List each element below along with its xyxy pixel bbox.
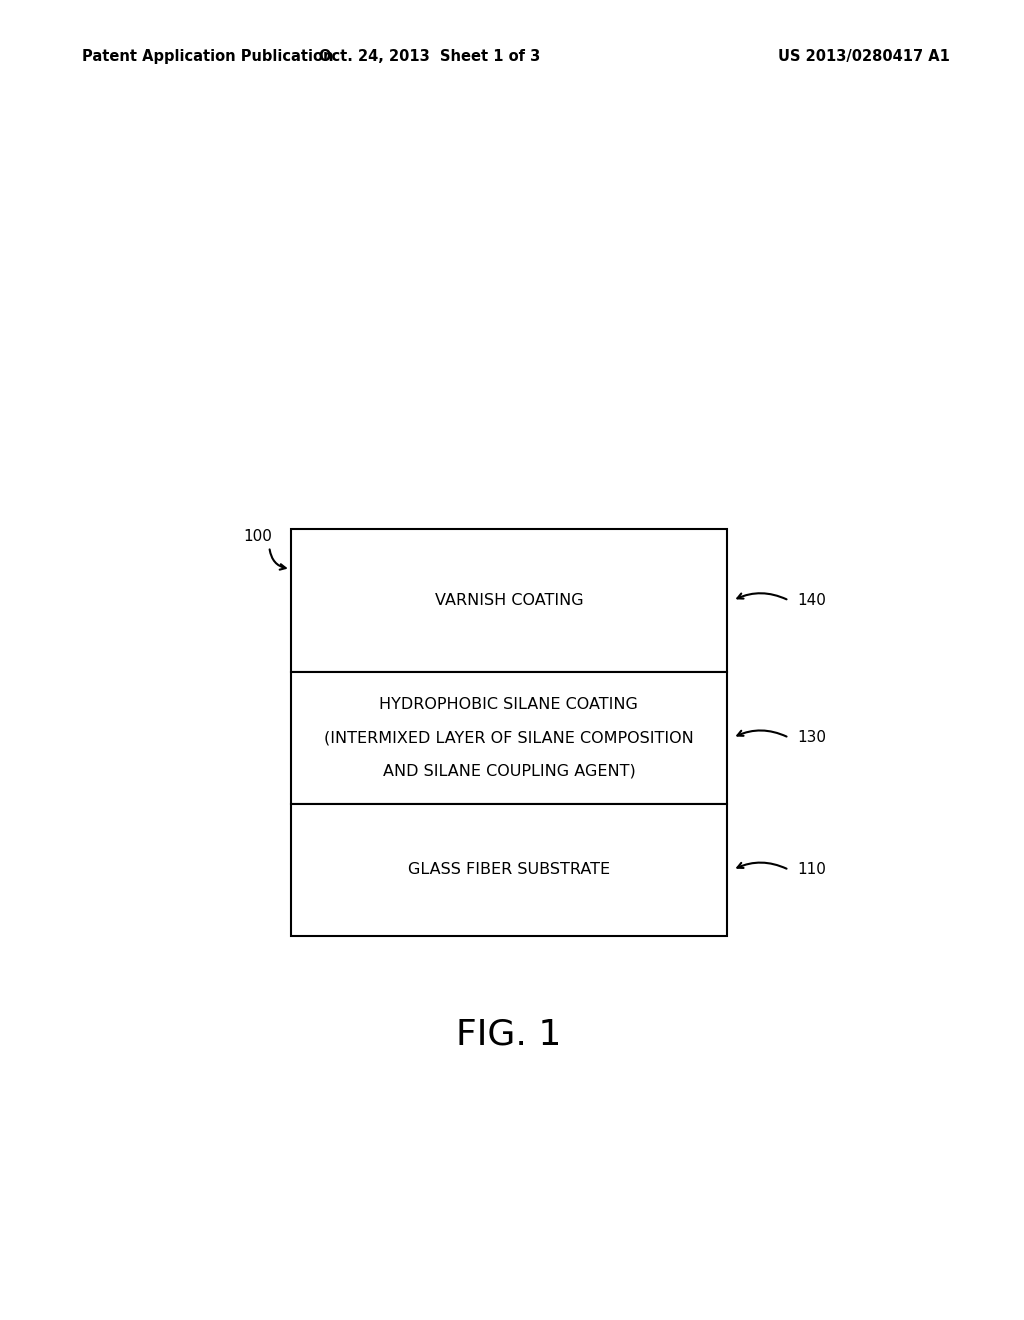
Text: FIG. 1: FIG. 1 [457,1018,561,1052]
Text: AND SILANE COUPLING AGENT): AND SILANE COUPLING AGENT) [383,764,635,779]
Text: Oct. 24, 2013  Sheet 1 of 3: Oct. 24, 2013 Sheet 1 of 3 [319,49,541,65]
Bar [291,672,727,804]
Bar [291,529,727,672]
Text: VARNISH COATING: VARNISH COATING [434,593,584,609]
Text: HYDROPHOBIC SILANE COATING: HYDROPHOBIC SILANE COATING [380,697,638,711]
Text: 130: 130 [797,730,826,746]
Text: 140: 140 [797,593,826,609]
Text: GLASS FIBER SUBSTRATE: GLASS FIBER SUBSTRATE [408,862,610,878]
Text: (INTERMIXED LAYER OF SILANE COMPOSITION: (INTERMIXED LAYER OF SILANE COMPOSITION [324,730,694,746]
Text: Patent Application Publication: Patent Application Publication [82,49,334,65]
Text: 110: 110 [797,862,826,878]
Bar [291,804,727,936]
FancyArrowPatch shape [737,593,786,599]
Text: US 2013/0280417 A1: US 2013/0280417 A1 [778,49,950,65]
FancyArrowPatch shape [737,730,786,737]
FancyArrowPatch shape [737,862,786,869]
FancyArrowPatch shape [269,549,286,570]
Text: 100: 100 [243,529,272,544]
